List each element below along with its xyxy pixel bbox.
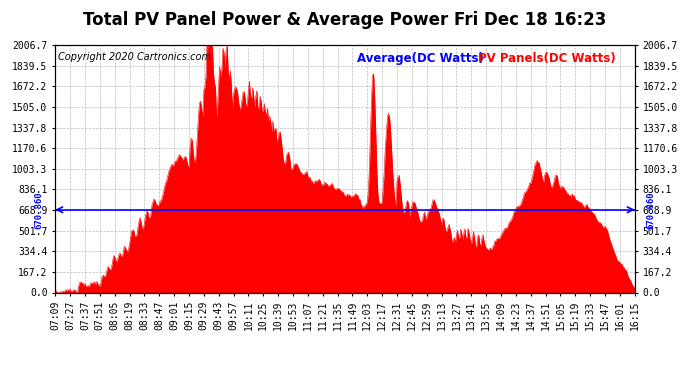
Text: 670.860: 670.860 [34, 191, 43, 229]
Text: PV Panels(DC Watts): PV Panels(DC Watts) [478, 53, 616, 65]
Text: Total PV Panel Power & Average Power Fri Dec 18 16:23: Total PV Panel Power & Average Power Fri… [83, 11, 607, 29]
Text: 670.860: 670.860 [647, 191, 656, 229]
Text: Average(DC Watts): Average(DC Watts) [357, 53, 484, 65]
Text: Copyright 2020 Cartronics.com: Copyright 2020 Cartronics.com [58, 53, 211, 62]
